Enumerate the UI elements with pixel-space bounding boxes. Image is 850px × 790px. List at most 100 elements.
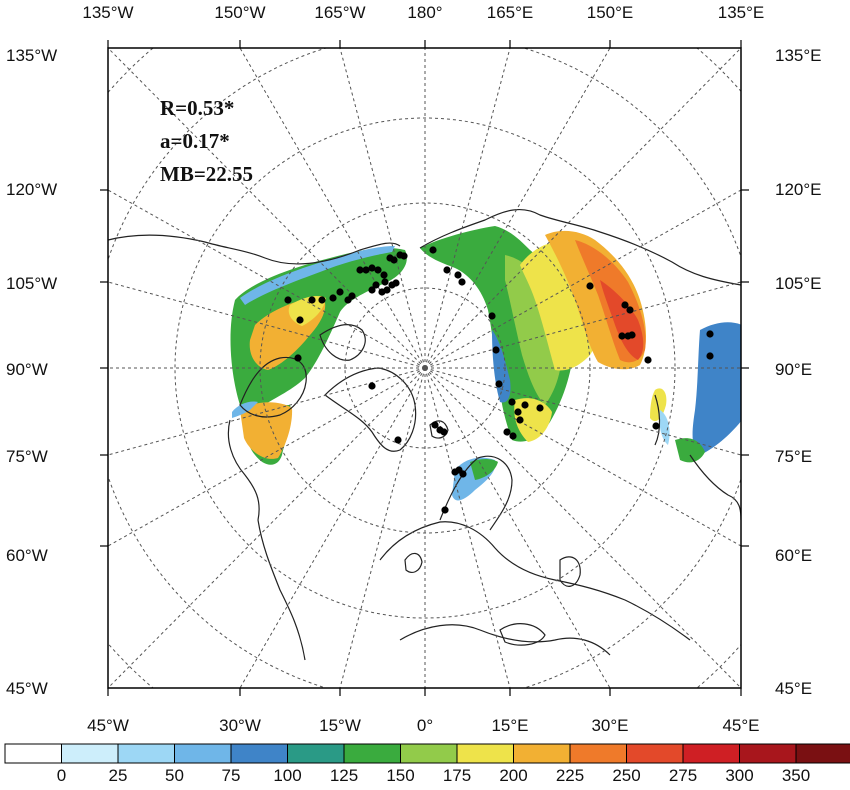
- field-scandinavia-green: [470, 459, 498, 480]
- bottom-lon-label: 15°E: [491, 716, 529, 735]
- colorbar-box: [4, 743, 62, 764]
- coastlines: [108, 208, 741, 661]
- station-marker: [284, 296, 292, 304]
- coast-scandinavia: [439, 455, 513, 531]
- colorbar-box: [230, 743, 288, 764]
- right-lon-label: 135°E: [775, 46, 822, 65]
- colorbar-tick-label: 225: [555, 766, 585, 785]
- right-lon-label: 90°E: [775, 360, 813, 379]
- colorbar-tick-label: 25: [108, 766, 128, 785]
- right-lon-label: 60°E: [775, 546, 813, 565]
- station-marker: [390, 256, 398, 264]
- station-marker: [296, 316, 304, 324]
- top-lon-label: 180°: [407, 3, 443, 22]
- station-marker: [706, 330, 714, 338]
- top-lon-label: 150°W: [214, 3, 266, 22]
- left-lon-label: 75°W: [6, 447, 48, 466]
- colorbar-tick-label: 300: [725, 766, 754, 785]
- colorbar-box: [739, 743, 797, 764]
- station-marker: [336, 288, 344, 296]
- coast-europe: [379, 521, 691, 641]
- station-marker: [392, 279, 400, 287]
- station-marker: [329, 294, 337, 302]
- coast-asia-east: [689, 454, 741, 521]
- colorbar-box: [287, 743, 345, 764]
- station-marker: [368, 286, 376, 294]
- station-marker: [492, 346, 500, 354]
- station-marker: [441, 506, 449, 514]
- top-lon-label: 150°E: [586, 3, 634, 22]
- station-marker: [362, 266, 370, 274]
- coast-labrador: [227, 419, 260, 521]
- station-marker: [440, 428, 448, 436]
- station-marker: [458, 278, 466, 286]
- colorbar-tick-label: 200: [499, 766, 528, 785]
- stat-slope: a=0.17*: [160, 129, 230, 153]
- bottom-lon-label: 30°W: [219, 716, 261, 735]
- station-marker: [308, 296, 316, 304]
- colorbar-box: [343, 743, 401, 764]
- field-north-america-blue: [240, 246, 395, 305]
- station-marker: [348, 292, 356, 300]
- coast-caspian: [559, 556, 581, 587]
- station-marker: [431, 421, 439, 429]
- station-marker: [618, 332, 626, 340]
- bottom-lon-label: 45°W: [87, 716, 129, 735]
- left-lon-label: 135°W: [6, 46, 58, 65]
- colorbar-box: [61, 743, 119, 764]
- station-marker: [503, 428, 511, 436]
- colorbar-tick-label: 350: [781, 766, 811, 785]
- colorbar-tick-label: 100: [273, 766, 302, 785]
- station-marker: [628, 331, 636, 339]
- bottom-lon-label: 30°E: [591, 716, 629, 735]
- colorbar-box: [400, 743, 458, 764]
- colorbar-box: [513, 743, 571, 764]
- field-shading: [230, 226, 741, 501]
- station-marker: [294, 354, 302, 362]
- station-marker: [509, 432, 517, 440]
- station-marker: [443, 266, 451, 274]
- coast-british-isles: [404, 552, 423, 573]
- station-marker: [495, 380, 503, 388]
- station-marker: [454, 271, 462, 279]
- top-lon-label: 165°E: [486, 3, 534, 22]
- colorbar-box: [174, 743, 232, 764]
- station-marker: [318, 296, 326, 304]
- map-area: [108, 48, 741, 688]
- colorbar-box: [795, 743, 850, 764]
- left-lon-label: 105°W: [6, 274, 58, 293]
- station-marker: [626, 306, 634, 314]
- station-marker: [621, 301, 629, 309]
- colorbar-box: [682, 743, 740, 764]
- station-marker: [368, 264, 376, 272]
- station-marker: [394, 436, 402, 444]
- station-marker: [508, 398, 516, 406]
- right-lon-label: 120°E: [775, 180, 822, 199]
- station-marker: [400, 252, 408, 260]
- right-lon-label: 75°E: [775, 447, 813, 466]
- colorbar-tick-label: 125: [329, 766, 359, 785]
- stats-annotation: R=0.53* a=0.17* MB=22.55: [160, 92, 253, 191]
- stat-correlation: R=0.53*: [160, 96, 235, 120]
- top-lon-label: 135°E: [717, 3, 765, 22]
- right-lon-label: 105°E: [775, 274, 822, 293]
- station-marker: [381, 278, 389, 286]
- left-lon-label: 45°W: [6, 679, 48, 698]
- coast-japan: [654, 394, 661, 446]
- colorbar-tick-label: 275: [668, 766, 698, 785]
- field-siberia-deepred: [600, 280, 644, 360]
- colorbar: [4, 743, 850, 764]
- station-marker: [356, 266, 364, 274]
- left-lon-label: 60°W: [6, 546, 48, 565]
- stat-mean-bias: MB=22.55: [160, 162, 254, 186]
- colorbar-box: [117, 743, 175, 764]
- station-marker: [380, 271, 388, 279]
- coast-black-sea: [499, 623, 546, 646]
- colorbar-tick-label: 150: [386, 766, 415, 785]
- station-marker: [429, 246, 437, 254]
- coast-mediterranean: [399, 624, 611, 656]
- station-marker: [536, 404, 544, 412]
- right-lon-label: 45°E: [775, 679, 813, 698]
- coast-us-east: [257, 519, 306, 661]
